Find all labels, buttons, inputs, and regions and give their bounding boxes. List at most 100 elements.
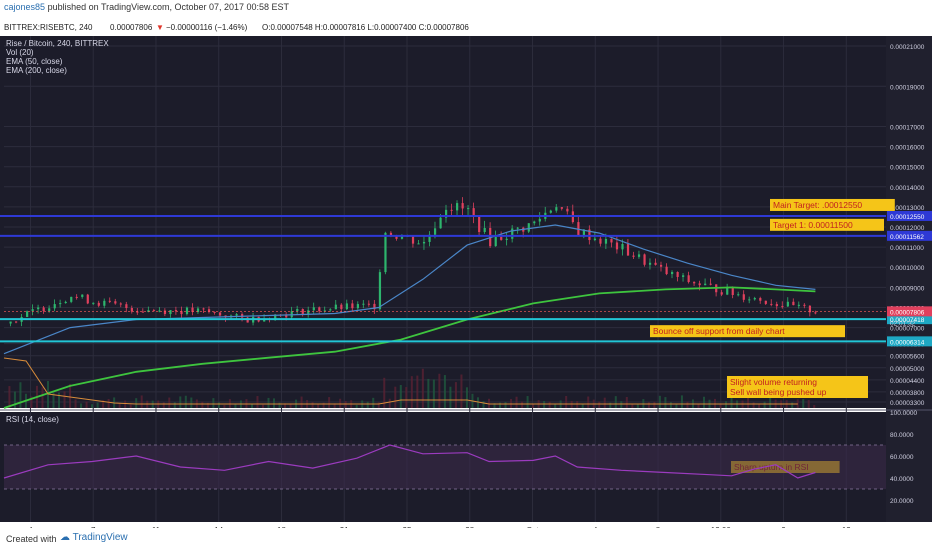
last-price: 0.00007806 [110,23,153,32]
volume-bar [730,397,733,408]
candle-body [59,303,62,305]
candle-body [42,307,45,311]
candle-body [400,236,404,239]
candle-body [792,301,795,306]
publish-info: cajones85 published on TradingView.com, … [4,2,289,12]
volume-bar [465,387,468,408]
annotation-main-target-bg [770,198,895,211]
tradingview-logo[interactable]: ☁ TradingView [60,532,128,543]
legend-entry: EMA (50, close) [6,57,63,66]
candle-body [687,275,690,283]
candle-body [169,310,172,315]
volume-bar [140,395,143,408]
x-tick-label: Oct [526,526,539,528]
volume-bar [747,396,750,408]
volume-bar [80,403,83,408]
candle-body [433,228,437,235]
candle-body [351,303,354,309]
candle-body [285,314,288,318]
y-tick-label: 0.00019000 [890,84,925,91]
candle-body [742,294,745,300]
volume-bar [212,398,215,408]
price-axis-bg [886,36,932,522]
candle-body [775,304,778,307]
volume-bar [300,396,303,408]
volume-bar [223,404,226,408]
candle-body [472,208,475,216]
candle-body [737,294,740,296]
candle-body [467,208,470,210]
y-tick-label: 0.00010000 [890,265,925,272]
candle-body [671,272,674,275]
volume-bar [664,397,667,408]
candle-body [395,235,398,239]
candle-body [136,311,139,313]
volume-bar [261,404,264,408]
publisher-link[interactable]: cajones85 [4,2,46,12]
y-tick-label: 0.00004400 [890,378,925,385]
volume-bar [96,402,99,408]
rsi-y-tick-label: 40.0000 [890,476,914,483]
candle-body [9,321,12,324]
candle-body [599,238,602,244]
volume-ma-line [3,357,798,405]
candle-body [676,272,679,277]
x-tick-label: 14 [214,526,223,528]
candle-body [301,308,304,315]
candle-body [527,223,530,232]
candle-body [764,300,767,304]
candle-body [329,309,332,311]
volume-bar [631,404,634,408]
x-tick-label: 21 [340,526,349,528]
candle-body [654,262,657,265]
rsi-line [3,444,816,479]
volume-bar [135,398,138,408]
rsi-y-tick-label: 20.0000 [890,498,914,505]
volume-bar [587,396,590,408]
candle-body [235,314,238,316]
x-tick-label: 9 [781,526,786,528]
candle-body [367,303,371,305]
candle-body [560,207,563,209]
volume-bar [620,401,623,408]
candle-body [538,218,541,222]
candle-body [191,307,194,313]
volume-bar [91,404,94,408]
volume-bar [807,400,810,408]
publish-text: published on TradingView.com, October 07… [47,2,290,12]
y-tick-label: 0.00011000 [890,245,924,252]
volume-bar [366,401,369,408]
candle-body [726,287,729,295]
candle-body [748,299,751,301]
candle-body [494,236,497,247]
candle-body [786,301,789,307]
candle-body [362,303,365,305]
volume-bar [725,401,728,408]
volume-bar [493,403,496,408]
candle-body [334,304,337,310]
volume-bar [206,402,209,408]
candle-body [180,311,183,315]
volume-bar [58,392,61,408]
volume-bar [405,387,408,408]
y-tick-label: 0.00017000 [890,124,925,131]
volume-bar [289,404,292,408]
chart: 4 7 11 14 18 21 25 28 Oct 4 8 12:00 9 12 0.00003300 0.0… [0,36,932,528]
candle-body [323,310,326,312]
legend-entry: EMA (200, close) [6,66,67,75]
candle-body [213,311,216,313]
rsi-y-tick-label: 80.0000 [890,432,914,439]
volume-bar [449,386,452,408]
candle-body [549,210,552,213]
candle-body [648,262,652,265]
ema200-line [3,286,816,409]
price-tag-label: 0.00012550 [890,214,925,221]
annotation-bounce: Bounce off support from daily chart [653,326,785,336]
x-tick-label: 7 [91,526,96,528]
candle-body [797,304,800,306]
volume-bar [124,400,127,408]
candle-body [378,272,382,310]
y-tick-label: 0.00003300 [890,400,925,407]
candle-body [75,296,78,298]
volume-bar [190,397,193,408]
